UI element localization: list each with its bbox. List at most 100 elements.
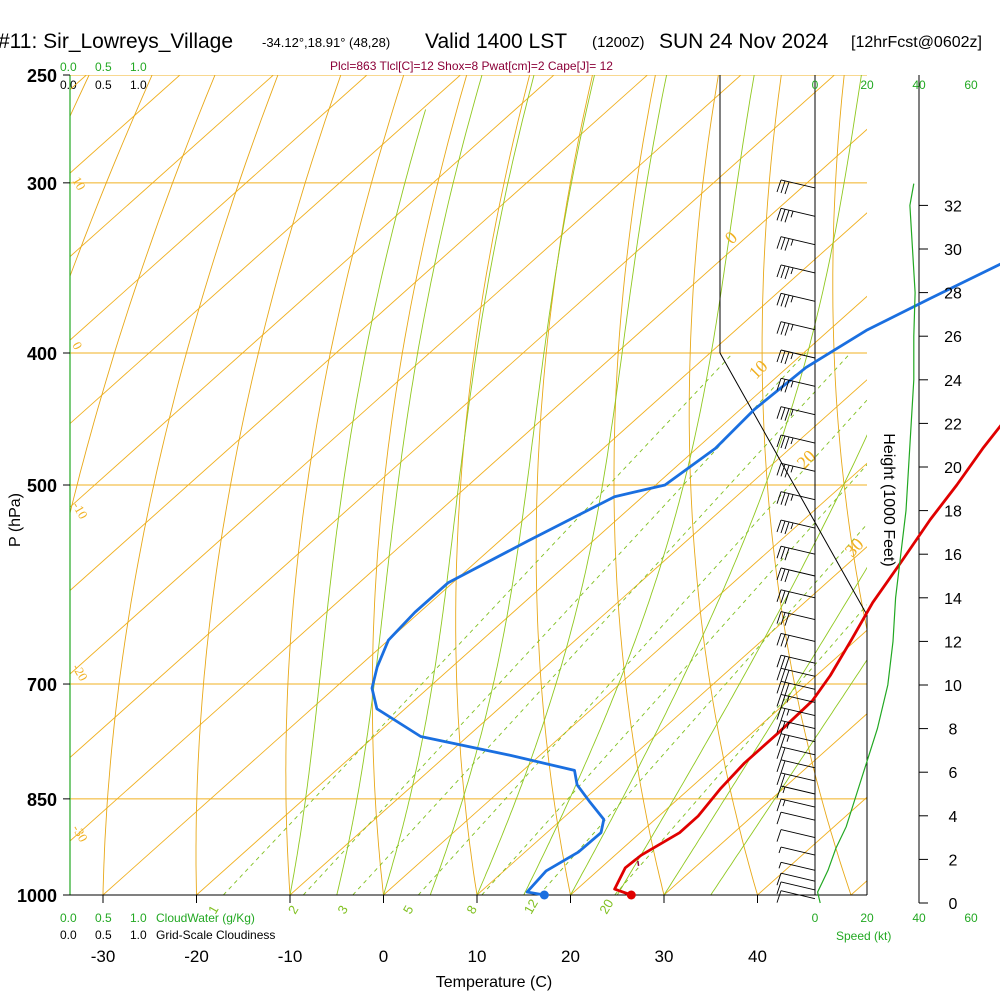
dry-adiabat-line xyxy=(535,75,593,895)
wind-barb-half xyxy=(790,409,794,416)
forecast-info: [12hrFcst@0602z] xyxy=(851,34,982,51)
wind-barb-half xyxy=(790,267,794,275)
dry-adiabat-line xyxy=(371,75,468,895)
wind-barb-staff xyxy=(780,519,816,529)
wind-barb-flag xyxy=(780,760,786,773)
speed-tick-bottom: 20 xyxy=(860,911,874,925)
cloudwater-tick-bottom: 1.0 xyxy=(130,911,147,925)
moist-adiabat-line xyxy=(383,75,535,895)
height-tick-label: 8 xyxy=(949,722,958,739)
isotherm-line xyxy=(70,75,742,675)
dry-adiabat-line xyxy=(195,75,342,895)
wind-barb-flag xyxy=(776,378,782,391)
mixing-ratio-label: 2 xyxy=(285,903,302,917)
wind-barb-flag xyxy=(784,657,790,670)
moist-adiabat-line xyxy=(289,109,427,895)
wind-speed-line xyxy=(816,183,916,904)
wind-barb-staff xyxy=(780,654,816,664)
isotherm-label: 0 xyxy=(69,339,85,352)
wind-barb-half xyxy=(786,709,790,716)
wind-barb-flag xyxy=(780,682,786,695)
height-axis-title: Height (1000 Feet) xyxy=(880,433,897,566)
wind-barb-half xyxy=(790,239,794,246)
moist-adiabat-line xyxy=(663,566,867,895)
wind-barb-flag xyxy=(776,406,782,419)
dry-adiabat-line xyxy=(613,75,665,895)
x-tick-label: -20 xyxy=(184,947,209,966)
mixing-ratio-label: 8 xyxy=(463,903,480,917)
dry-adiabat-line xyxy=(761,75,852,895)
moist-adiabat-line xyxy=(570,75,862,895)
station-name: #11: Sir_Lowreys_Village xyxy=(0,30,233,53)
wind-barb-flag xyxy=(780,237,786,250)
wind-barb xyxy=(776,377,816,393)
isotherm-line xyxy=(383,462,867,895)
wind-barb xyxy=(776,785,816,799)
wind-barb-staff xyxy=(780,798,816,808)
forecast-date: SUN 24 Nov 2024 xyxy=(659,30,829,53)
wind-barb xyxy=(776,434,816,450)
cloudwater-tick-bottom: 0.0 xyxy=(60,911,77,925)
wind-barb-half xyxy=(782,799,786,807)
wind-barb-staff xyxy=(780,680,816,690)
height-tick-label: 30 xyxy=(944,242,962,259)
wind-barb-flag xyxy=(784,380,790,393)
isotherm-line xyxy=(70,75,555,508)
wind-barb-flag xyxy=(776,881,782,895)
wind-barb-staff xyxy=(780,881,816,891)
wind-barb-flag xyxy=(780,379,786,392)
wind-barb xyxy=(776,759,816,773)
pressure-tick-label: 700 xyxy=(27,675,57,695)
wind-barb-flag xyxy=(784,408,790,421)
cloudiness-tick-top: 0.0 xyxy=(60,78,77,92)
cloudiness-tick-top: 0.5 xyxy=(95,78,112,92)
wind-barb-flag xyxy=(776,668,782,681)
x-axis-title: Temperature (C) xyxy=(436,974,552,991)
dry-adiabat-label: 30 xyxy=(841,534,868,561)
pressure-tick-label: 250 xyxy=(27,66,57,86)
height-tick-label: 24 xyxy=(944,373,962,390)
cloudwater-tick-top: 0.5 xyxy=(95,60,112,74)
wind-barb-staff xyxy=(780,264,816,274)
header: #11: Sir_Lowreys_Village -34.12°,18.91° … xyxy=(0,30,982,73)
wind-barb xyxy=(776,733,816,747)
wind-barb-flag xyxy=(776,434,782,448)
wind-barb-flag xyxy=(784,351,790,365)
dry-adiabat-line xyxy=(102,75,279,895)
speed-tick-top: 20 xyxy=(860,78,874,92)
cloudiness-tick-top: 1.0 xyxy=(130,78,147,92)
wind-barb-flag xyxy=(776,772,782,786)
wind-barb xyxy=(776,632,816,648)
dry-adiabat-line xyxy=(688,75,758,895)
wind-barb-flag xyxy=(780,695,786,708)
wind-barb-flag xyxy=(776,519,782,533)
wind-barb-staff xyxy=(780,349,816,359)
wind-barb-flag xyxy=(780,708,786,721)
wind-barb-half xyxy=(790,437,794,445)
wind-barb-flag xyxy=(780,568,786,582)
isotherm-line xyxy=(476,546,867,895)
isotherm-line xyxy=(70,75,461,425)
isotherm-line xyxy=(70,128,867,842)
isotherm-line xyxy=(102,212,867,895)
x-tick-label: 20 xyxy=(561,947,580,966)
wind-barb-flag xyxy=(784,181,790,195)
cloudiness-tick-bottom: 0.5 xyxy=(95,928,112,942)
isotherm-line xyxy=(289,379,867,895)
mixing-ratio-label: 3 xyxy=(334,903,351,917)
wind-barb xyxy=(776,746,816,760)
wind-barb-flag xyxy=(776,655,782,668)
wind-barb-staff xyxy=(780,377,816,387)
moist-adiabat-line xyxy=(429,75,595,895)
height-tick-label: 20 xyxy=(944,460,962,477)
wind-barb-half xyxy=(790,211,794,218)
wind-barb-flag xyxy=(784,635,790,648)
wind-barb-flag xyxy=(780,612,786,625)
speed-tick-top: 0 xyxy=(812,78,819,92)
speed-axis-label: Speed (kt) xyxy=(836,929,891,943)
wind-barb xyxy=(776,829,816,842)
wind-barb-flag xyxy=(776,293,782,306)
wind-barb-flag xyxy=(784,548,790,561)
wind-barb-flag xyxy=(780,265,786,279)
pressure-tick-label: 400 xyxy=(27,344,57,364)
